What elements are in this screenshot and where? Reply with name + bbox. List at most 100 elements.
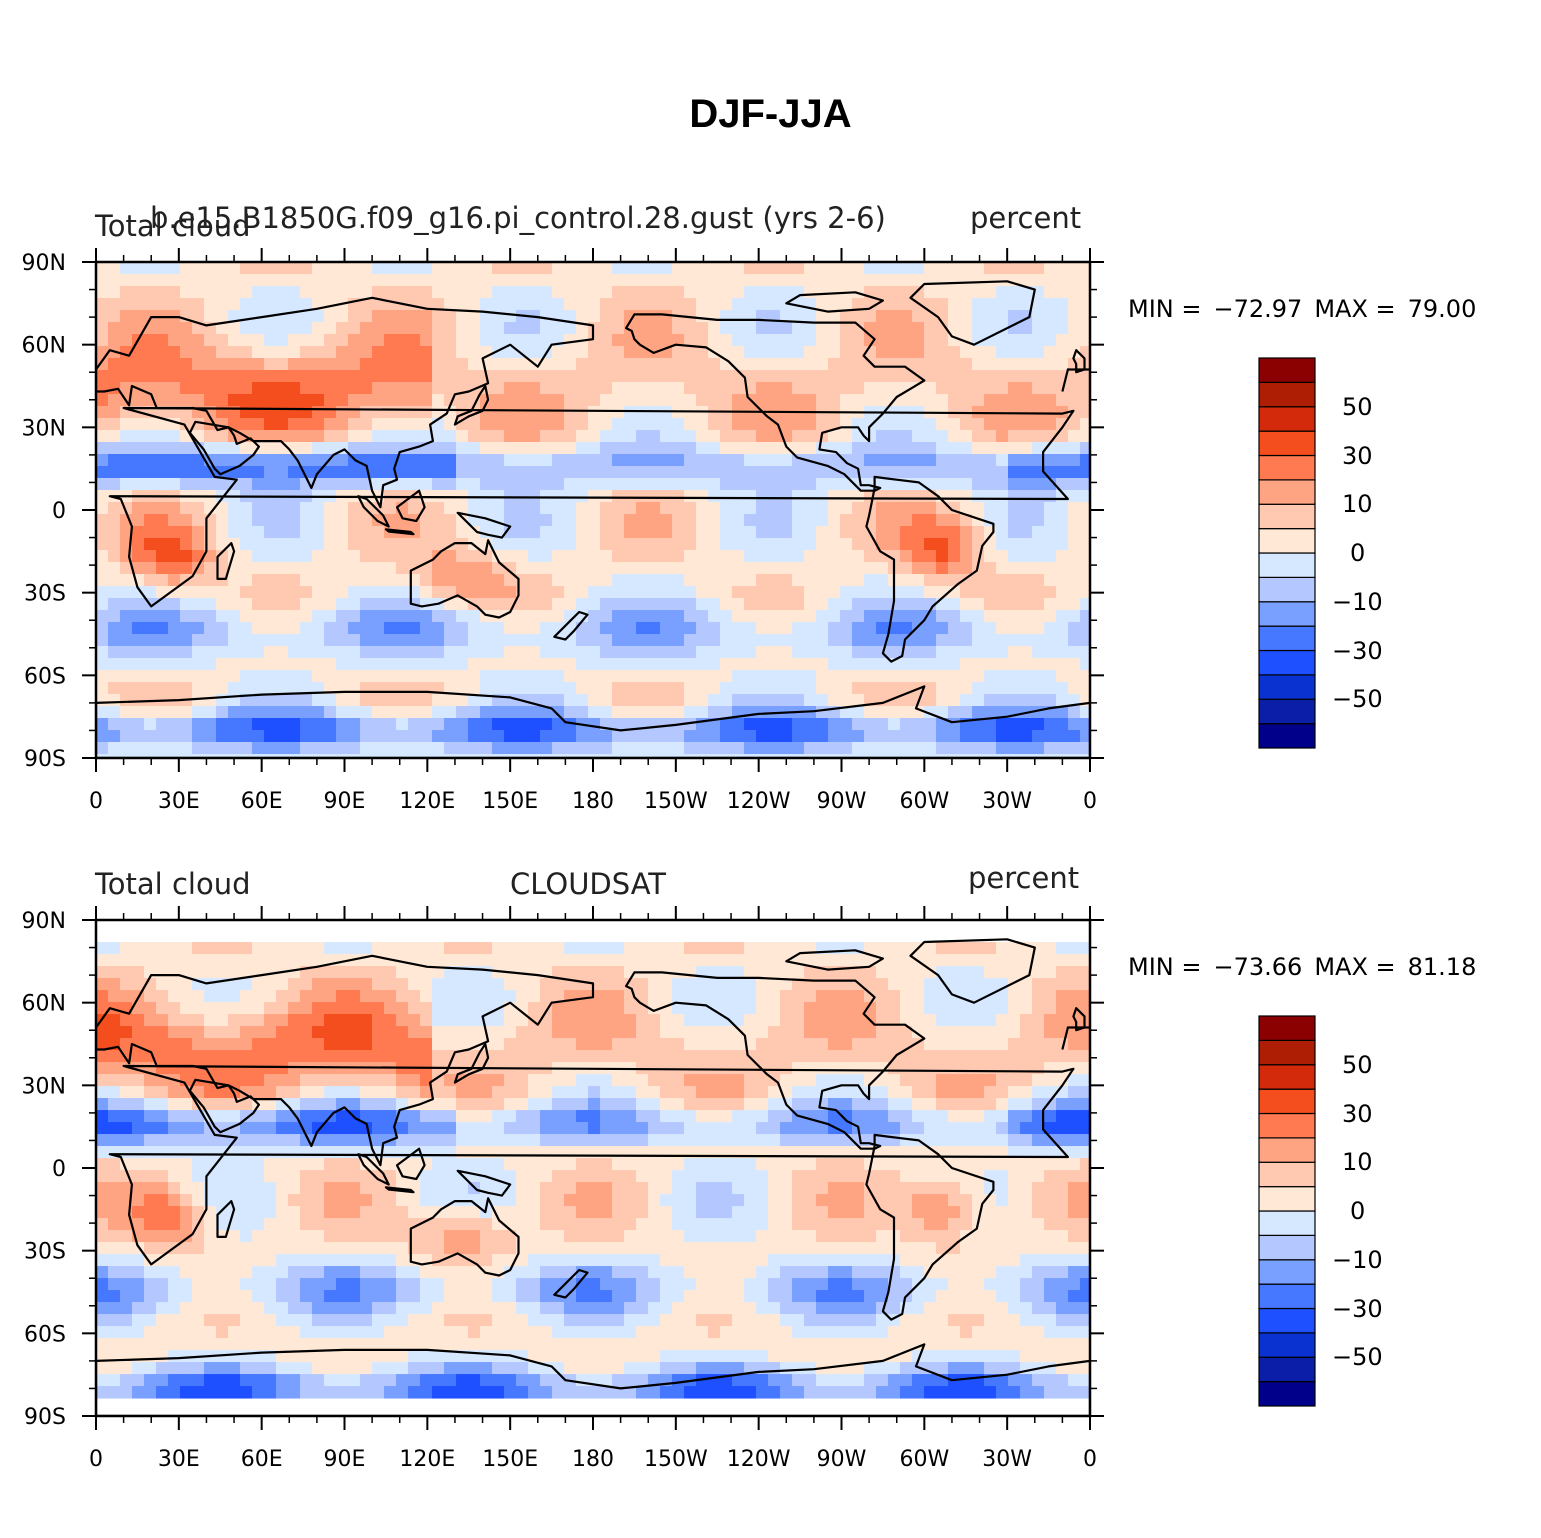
field-cell [276, 978, 289, 991]
field-cell [336, 406, 349, 419]
field-cell [780, 1026, 793, 1039]
field-cell [360, 670, 373, 683]
field-cell [1044, 406, 1057, 419]
field-cell [408, 454, 421, 467]
field-cell [852, 730, 865, 743]
field-cell [744, 442, 757, 455]
field-cell [852, 670, 865, 683]
field-cell [384, 1110, 397, 1123]
field-cell [648, 538, 661, 551]
panel-center-label: CLOUDSAT [510, 867, 667, 901]
field-cell [864, 966, 877, 979]
field-cell [144, 514, 157, 527]
field-cell [204, 1026, 217, 1039]
field-cell [228, 634, 241, 647]
field-cell [696, 978, 709, 991]
field-cell [768, 382, 781, 395]
field-cell [828, 430, 841, 443]
field-cell [636, 610, 649, 623]
field-cell [456, 1014, 469, 1027]
field-cell [288, 1050, 301, 1063]
field-cell [996, 370, 1009, 383]
field-cell [372, 1086, 385, 1099]
field-cell [840, 394, 853, 407]
field-cell [288, 718, 301, 731]
field-cell [216, 346, 229, 359]
field-cell [1032, 622, 1045, 635]
field-cell [936, 262, 949, 275]
field-cell [636, 454, 649, 467]
field-cell [168, 394, 181, 407]
field-cell [612, 334, 625, 347]
field-cell [336, 478, 349, 491]
field-cell [1056, 942, 1069, 955]
field-cell [264, 610, 277, 623]
field-cell [420, 658, 433, 671]
field-cell [720, 586, 733, 599]
field-cell [552, 298, 565, 311]
field-cell [744, 754, 757, 758]
field-cell [828, 586, 841, 599]
field-cell [756, 966, 769, 979]
field-cell [96, 1074, 109, 1087]
field-cell [276, 694, 289, 707]
field-cell [696, 1050, 709, 1063]
field-cell [912, 310, 925, 323]
field-cell [684, 358, 697, 371]
field-cell [720, 574, 733, 587]
field-cell [468, 502, 481, 515]
field-cell [972, 978, 985, 991]
field-cell [900, 966, 913, 979]
field-cell [720, 1098, 733, 1111]
field-cell [720, 978, 733, 991]
field-cell [300, 646, 313, 659]
field-cell [552, 1098, 565, 1111]
field-cell [600, 466, 613, 479]
field-cell [948, 274, 961, 287]
field-cell [600, 358, 613, 371]
field-cell [108, 322, 121, 335]
field-cell [312, 730, 325, 743]
field-cell [720, 514, 733, 527]
field-cell [228, 526, 241, 539]
field-cell [612, 730, 625, 743]
field-cell [756, 334, 769, 347]
field-cell [1044, 598, 1057, 611]
field-cell [444, 658, 457, 671]
field-cell [648, 742, 661, 755]
field-cell [588, 622, 601, 635]
field-cell [528, 406, 541, 419]
field-cell [936, 730, 949, 743]
field-cell [900, 562, 913, 575]
field-cell [732, 430, 745, 443]
map-panel-cloudsat: 0 30E 60E 90E 120E 150E 180 150W 120W 90W 60W 30W 09… [22, 906, 1104, 1472]
field-cell [180, 502, 193, 515]
field-cell [132, 1086, 145, 1099]
field-cell [924, 1110, 937, 1123]
field-cell [120, 670, 133, 683]
field-cell [444, 418, 457, 431]
field-cell [168, 598, 181, 611]
field-cell [288, 322, 301, 335]
field-cell [420, 942, 433, 955]
field-cell [840, 574, 853, 587]
field-cell [336, 502, 349, 515]
field-cell [1020, 418, 1033, 431]
field-cell [336, 1050, 349, 1063]
field-cell [684, 670, 697, 683]
field-cell [708, 1122, 721, 1135]
field-cell [396, 538, 409, 551]
field-cell [816, 1014, 829, 1027]
field-cell [612, 706, 625, 719]
field-cell [756, 1086, 769, 1099]
field-cell [156, 742, 169, 755]
field-cell [936, 358, 949, 371]
field-cell [996, 598, 1009, 611]
field-cell [420, 754, 433, 758]
field-cell [684, 634, 697, 647]
field-cell [696, 1122, 709, 1135]
field-cell [528, 502, 541, 515]
field-cell [792, 418, 805, 431]
field-cell [672, 1098, 685, 1111]
field-cell [828, 682, 841, 695]
